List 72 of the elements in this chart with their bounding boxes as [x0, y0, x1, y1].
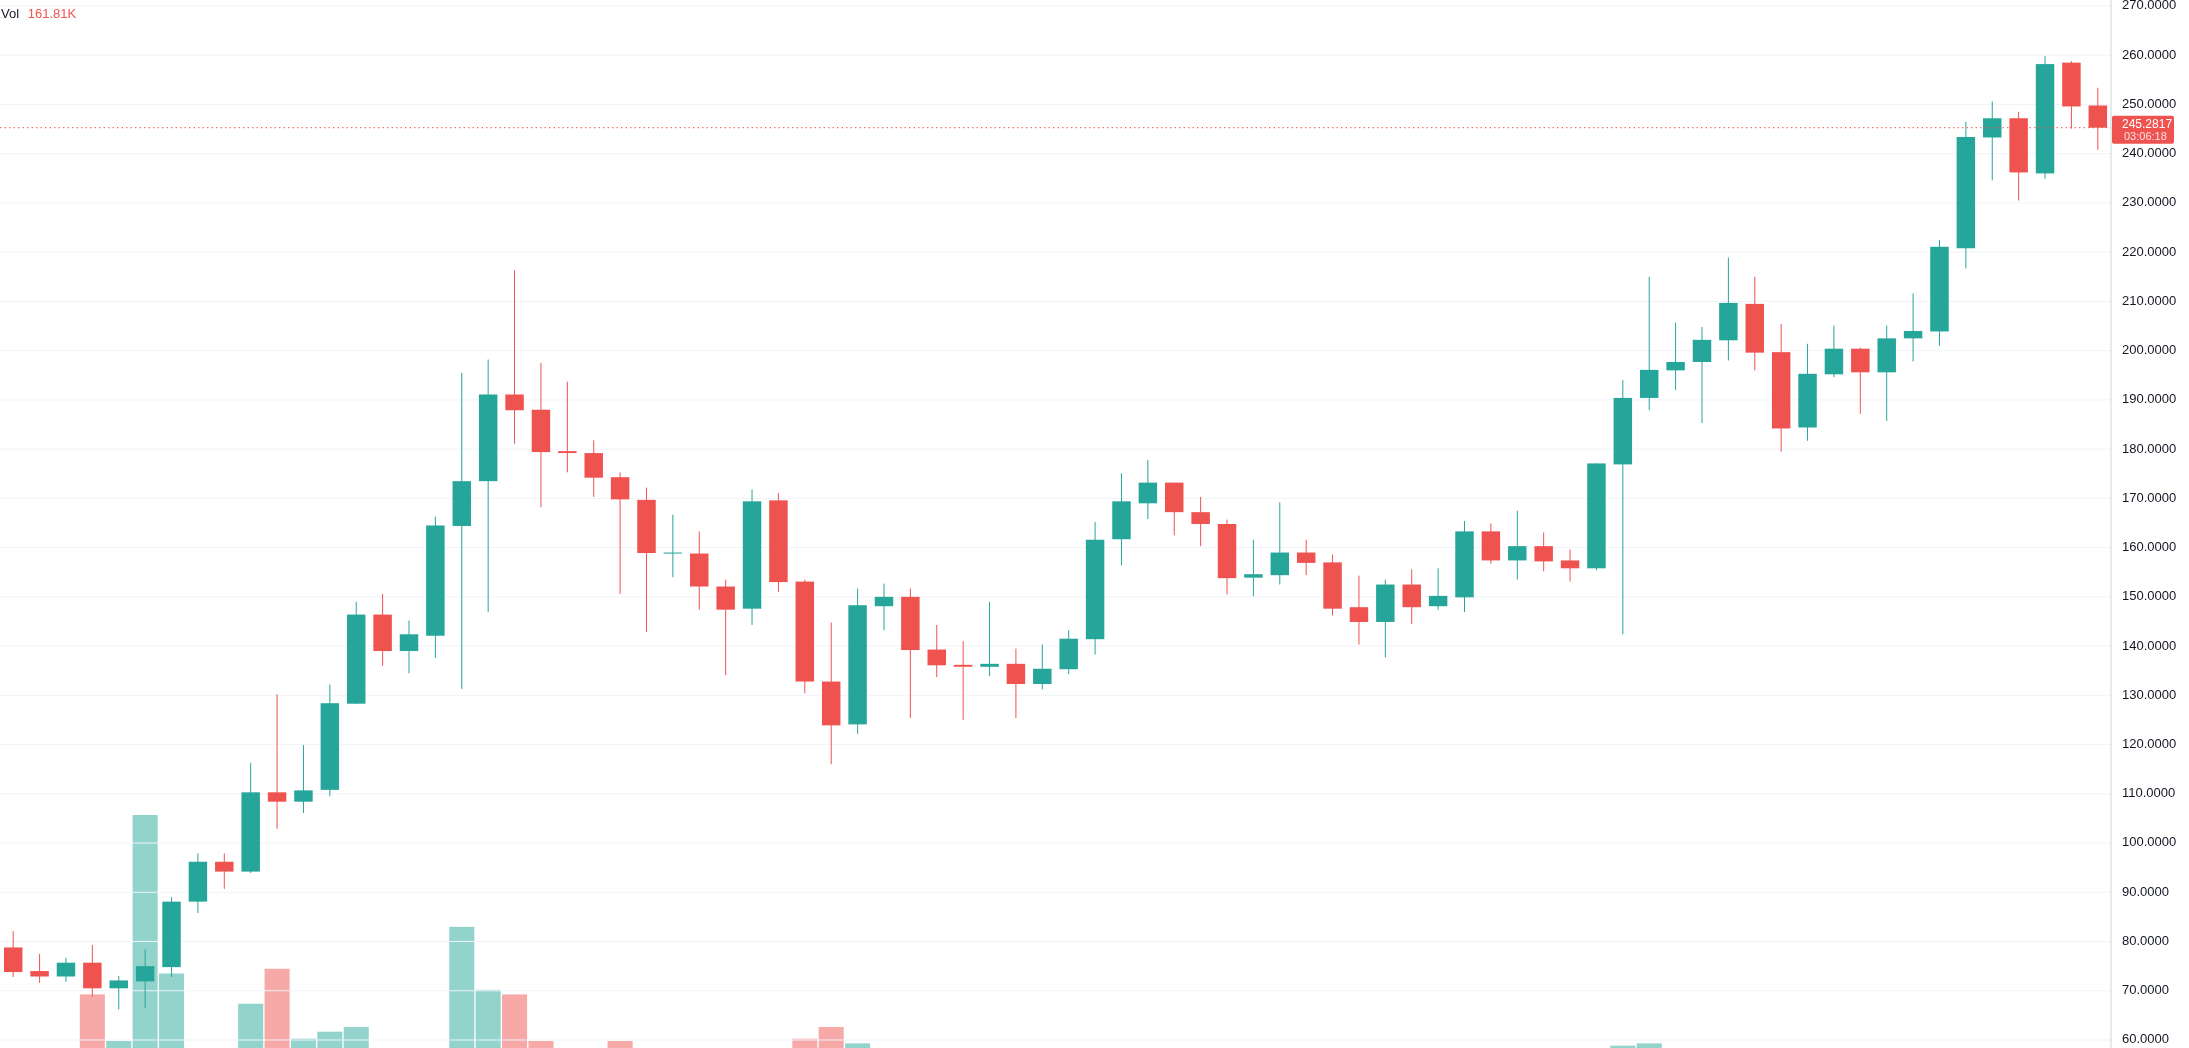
y-tick-label: 150.0000 — [2122, 588, 2177, 604]
candlestick — [953, 640, 973, 721]
candlestick — [1903, 293, 1923, 362]
candlestick — [215, 852, 234, 890]
candlestick — [135, 948, 155, 1009]
candlestick — [716, 579, 735, 676]
candlestick — [30, 953, 49, 984]
bar — [845, 1043, 871, 1048]
candlestick — [1402, 568, 1421, 625]
bar — [264, 968, 290, 1048]
bar — [106, 1041, 132, 1048]
candlestick — [294, 744, 313, 814]
candlestick — [1666, 322, 1685, 391]
y-tick-label: 80.0000 — [2122, 932, 2169, 948]
candlestick — [1270, 501, 1290, 586]
candlestick — [1349, 575, 1369, 646]
y-tick-label: 170.0000 — [2122, 489, 2177, 505]
candlestick — [267, 693, 287, 830]
candlestick — [980, 601, 999, 677]
y-tick-label: 220.0000 — [2122, 243, 2177, 259]
y-tick-label: 140.0000 — [2122, 637, 2177, 653]
candlestick — [505, 269, 524, 445]
bar — [818, 1027, 844, 1048]
candlestick — [1508, 510, 1527, 581]
candlestick — [927, 624, 946, 678]
candlestick — [56, 957, 76, 983]
y-tick-label: 90.0000 — [2122, 883, 2169, 899]
ref-line-label: 245.2817 — [2122, 116, 2173, 131]
candlestick — [109, 975, 128, 1010]
price-label: 245.2817 03:06:18 — [2112, 115, 2174, 144]
y-tick-label: 240.0000 — [2122, 145, 2177, 161]
y-tick-label: 260.0000 — [2122, 46, 2177, 62]
candlestick — [1006, 648, 1026, 719]
y-tick-label: 130.0000 — [2122, 686, 2177, 702]
candlestick — [663, 514, 683, 578]
candlestick — [1244, 539, 1263, 597]
bar — [607, 1041, 633, 1048]
candlestick — [399, 619, 419, 674]
y-tick-label: 110.0000 — [2122, 785, 2176, 801]
candlestick — [1692, 326, 1712, 424]
candlestick — [1560, 549, 1580, 583]
candlestick — [1296, 539, 1316, 576]
bar — [449, 926, 475, 1048]
y-tick-label: 270.0000 — [2122, 0, 2177, 13]
bar — [1636, 1043, 1662, 1048]
y-tick-label: 190.0000 — [2122, 391, 2177, 407]
y-tick-label: 70.0000 — [2122, 982, 2169, 998]
candlestick — [1428, 567, 1448, 611]
y-tick-label: 60.0000 — [2122, 1031, 2169, 1047]
annotation: 161.81K — [27, 6, 77, 21]
y-tick-label: 180.0000 — [2122, 440, 2177, 456]
bar — [343, 1027, 369, 1048]
candlestick — [874, 583, 894, 631]
annotation: Vol — [1, 6, 20, 21]
y-tick-label: 210.0000 — [2122, 292, 2177, 308]
candlestick — [610, 471, 630, 595]
y-tick-label: 230.0000 — [2122, 194, 2177, 210]
candlestick — [1033, 644, 1052, 690]
candlestick — [558, 381, 577, 473]
bar — [475, 989, 501, 1048]
y-tick-label: 100.0000 — [2122, 834, 2177, 850]
y-tick-label: 120.0000 — [2122, 736, 2177, 752]
y-tick-label: 250.0000 — [2122, 95, 2177, 111]
bar — [79, 994, 105, 1048]
y-tick-label: 160.0000 — [2122, 539, 2177, 555]
candlestick — [1983, 101, 2002, 181]
candlestick — [1138, 459, 1158, 520]
candlestick — [1851, 347, 1870, 415]
candlestick — [1191, 496, 1210, 547]
candlestick — [1534, 531, 1553, 572]
y-tick-label: 200.0000 — [2122, 342, 2177, 358]
bar — [238, 1003, 264, 1048]
